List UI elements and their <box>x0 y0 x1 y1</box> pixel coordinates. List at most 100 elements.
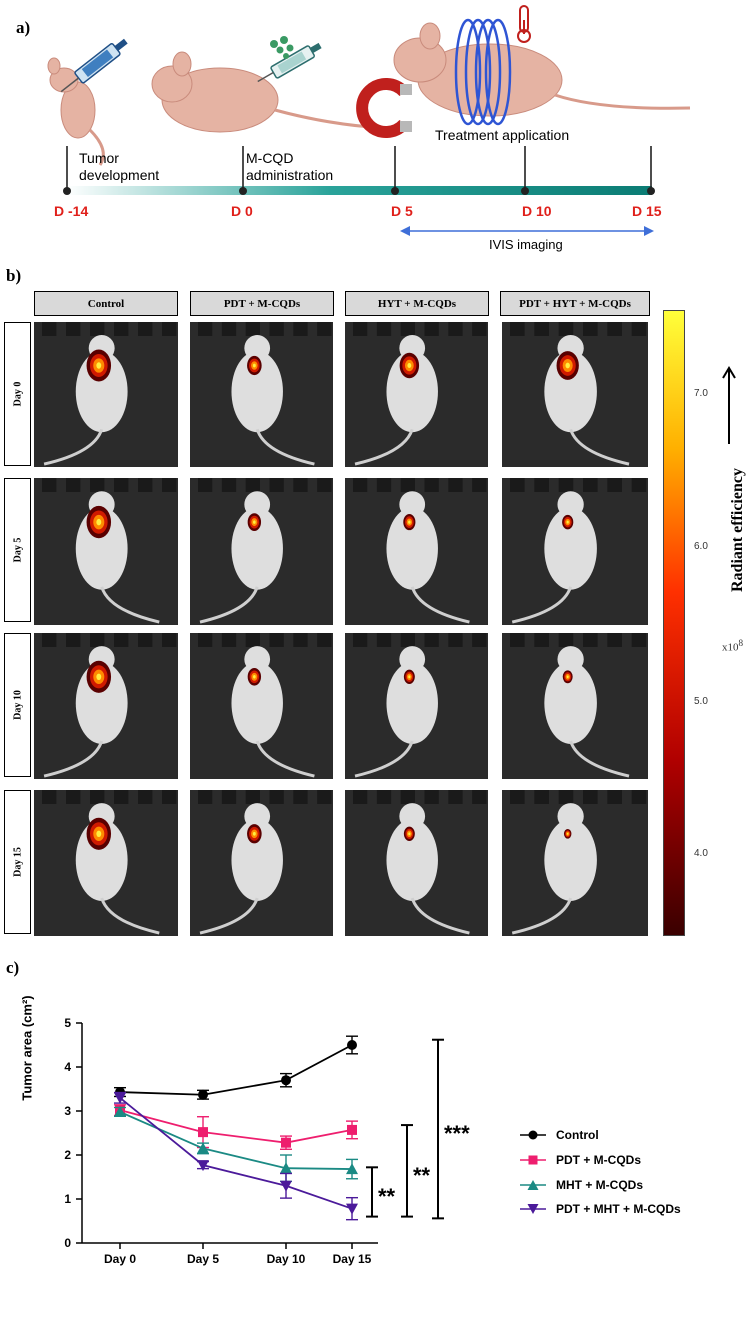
mouse-silhouette <box>510 633 647 778</box>
mouse-silhouette <box>510 322 647 466</box>
legend-swatch <box>520 1204 546 1214</box>
stage-label-treatment: Treatment application <box>435 127 570 143</box>
mouse-2-icon <box>151 51 386 133</box>
data-point <box>346 1203 358 1215</box>
column-header-hyt: HYT + M-CQDs <box>345 291 489 316</box>
ivis-image <box>345 633 488 779</box>
mouse-silhouette <box>353 790 487 935</box>
series-line <box>119 1097 353 1210</box>
colorbar-tick: 5.0 <box>694 696 708 707</box>
ivis-image <box>190 478 333 625</box>
panel-c-label: c) <box>6 958 20 977</box>
legend-label: PDT + MHT + M-CQDs <box>556 1202 681 1216</box>
syringe-particles-icon <box>257 36 322 83</box>
y-tick-label: 3 <box>64 1104 71 1118</box>
ivis-image <box>190 790 333 936</box>
series-line <box>119 1044 353 1096</box>
row-label: Day 5 <box>12 537 23 563</box>
mouse-silhouette <box>42 478 177 624</box>
ivis-image <box>345 322 488 467</box>
ivis-image <box>345 478 488 625</box>
ivis-image <box>502 633 648 779</box>
colorbar-tick: 7.0 <box>694 388 708 399</box>
x-tick-label: Day 10 <box>267 1252 306 1266</box>
mouse-silhouette <box>353 322 487 466</box>
multiplier-exponent: 8 <box>738 638 744 648</box>
data-point <box>114 1105 126 1117</box>
y-tick-label: 5 <box>64 1016 71 1030</box>
data-point <box>347 1124 357 1135</box>
mouse-1-icon <box>47 57 105 166</box>
multiplier-base: x10 <box>722 641 739 654</box>
ivis-image <box>190 322 333 467</box>
ivis-image <box>34 790 178 936</box>
ivis-image <box>345 790 488 936</box>
colorbar <box>663 310 685 936</box>
significance-label: ** <box>413 1163 431 1188</box>
data-point <box>197 1160 209 1172</box>
up-arrow-icon <box>722 366 736 444</box>
data-point <box>346 1163 358 1175</box>
legend-swatch <box>520 1130 546 1140</box>
data-point <box>198 1089 208 1100</box>
panel-a-label: a) <box>16 18 31 37</box>
significance-label: *** <box>444 1121 470 1146</box>
colorbar-tick: 6.0 <box>694 541 708 552</box>
legend-label: Control <box>556 1128 599 1142</box>
ivis-image <box>34 478 178 625</box>
row-header-day0: Day 0 <box>4 322 31 466</box>
data-point <box>197 1142 209 1154</box>
data-point <box>198 1127 208 1138</box>
mouse-silhouette <box>353 633 487 778</box>
stage-label-tumor: Tumor development <box>79 150 160 183</box>
legend-swatch <box>520 1180 546 1190</box>
ivis-image <box>34 322 178 467</box>
data-point <box>114 1092 126 1104</box>
magnet-icon <box>356 78 412 138</box>
mouse-silhouette <box>42 790 177 935</box>
mouse-3-icon <box>393 22 691 117</box>
mouse-silhouette <box>198 633 332 778</box>
legend-label: PDT + M-CQDs <box>556 1153 642 1167</box>
series-line <box>119 1111 353 1170</box>
ivis-image <box>502 322 648 467</box>
data-point <box>280 1180 292 1192</box>
syringe-icon <box>60 38 128 93</box>
mouse-silhouette <box>198 790 332 935</box>
day-label: D 5 <box>391 203 413 219</box>
thermometer-icon <box>517 5 531 43</box>
x-tick-label: Day 0 <box>104 1252 136 1266</box>
day-label: D 15 <box>632 203 662 219</box>
row-header-day10: Day 10 <box>4 633 31 777</box>
mouse-silhouette <box>353 478 487 624</box>
x-tick-label: Day 15 <box>333 1252 372 1266</box>
row-header-day15: Day 15 <box>4 790 31 934</box>
series-line <box>119 1109 353 1144</box>
y-tick-label: 2 <box>64 1148 71 1162</box>
legend-item-control: Control <box>518 1125 599 1145</box>
y-tick-label: 1 <box>64 1192 71 1206</box>
data-point <box>280 1162 292 1174</box>
mouse-silhouette <box>198 322 332 466</box>
column-header-control: Control <box>34 291 178 316</box>
data-point <box>347 1040 357 1050</box>
ivis-image <box>502 790 648 936</box>
row-header-day5: Day 5 <box>4 478 31 622</box>
legend-swatch <box>520 1155 546 1165</box>
colorbar-tick: 4.0 <box>694 848 708 859</box>
imaging-range-arrow <box>400 226 654 236</box>
x-tick-label: Day 5 <box>187 1252 219 1266</box>
ivis-image <box>190 633 333 779</box>
column-header-pdt: PDT + M-CQDs <box>190 291 334 316</box>
timeline-bar <box>66 186 652 195</box>
mouse-silhouette <box>510 478 647 624</box>
y-tick-label: 4 <box>64 1060 71 1074</box>
legend-item-pdt: PDT + M-CQDs <box>518 1150 641 1170</box>
colorbar-title: Radiant efficiency <box>729 468 746 592</box>
ivis-image <box>34 633 178 779</box>
row-label: Day 10 <box>12 690 23 720</box>
row-label: Day 0 <box>12 381 23 407</box>
colorbar-title-box: Radiant efficiency <box>728 450 748 610</box>
timeline-illustration <box>47 5 691 236</box>
